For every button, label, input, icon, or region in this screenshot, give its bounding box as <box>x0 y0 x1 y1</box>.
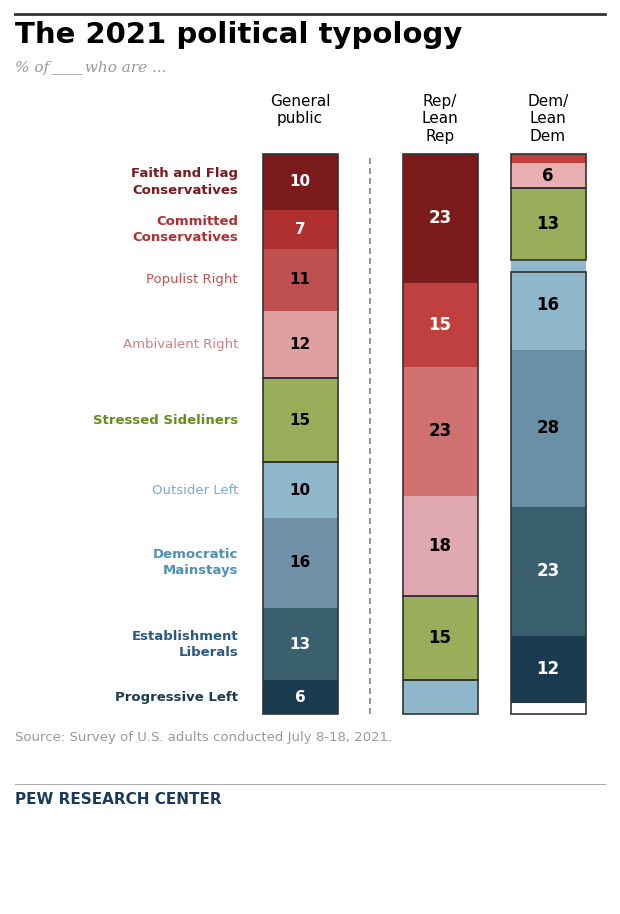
Bar <box>510 271 585 714</box>
Bar <box>402 282 477 367</box>
Text: 16: 16 <box>290 556 311 570</box>
Bar <box>510 187 585 260</box>
Text: Committed
Conservatives: Committed Conservatives <box>132 215 238 244</box>
Bar <box>402 597 477 680</box>
Bar <box>510 154 585 187</box>
Text: ____: ____ <box>52 61 82 75</box>
Bar <box>402 154 477 597</box>
Text: Outsider Left: Outsider Left <box>152 484 238 496</box>
Text: PEW RESEARCH CENTER: PEW RESEARCH CENTER <box>15 792 221 807</box>
Bar <box>262 250 337 311</box>
Text: Ambivalent Right: Ambivalent Right <box>123 338 238 351</box>
Text: Progressive Left: Progressive Left <box>115 691 238 704</box>
Text: 12: 12 <box>290 337 311 352</box>
Text: Populist Right: Populist Right <box>146 273 238 286</box>
Text: 10: 10 <box>290 175 311 189</box>
Text: 23: 23 <box>428 422 451 441</box>
Text: 16: 16 <box>536 296 559 314</box>
Text: Dem/
Lean
Dem: Dem/ Lean Dem <box>528 94 569 143</box>
Text: 13: 13 <box>290 636 311 652</box>
Text: 6: 6 <box>542 166 554 185</box>
Bar <box>510 506 585 635</box>
Text: 15: 15 <box>428 316 451 334</box>
Text: 12: 12 <box>536 660 560 678</box>
Bar <box>262 154 337 378</box>
Text: Stressed Sideliners: Stressed Sideliners <box>93 413 238 427</box>
Bar <box>402 680 477 714</box>
Text: 18: 18 <box>428 537 451 555</box>
Bar <box>262 311 337 378</box>
Bar <box>262 210 337 250</box>
Text: Establishment
Liberals: Establishment Liberals <box>131 630 238 658</box>
Bar <box>262 378 337 462</box>
Bar <box>262 462 337 518</box>
Bar <box>262 154 337 210</box>
Bar <box>402 367 477 495</box>
Text: 28: 28 <box>536 420 560 438</box>
Bar <box>402 154 477 282</box>
Text: 15: 15 <box>290 412 311 428</box>
Bar <box>262 378 337 462</box>
Text: 23: 23 <box>536 562 560 580</box>
Text: 13: 13 <box>536 215 560 233</box>
Bar <box>262 518 337 608</box>
Text: The 2021 political typology: The 2021 political typology <box>15 21 463 49</box>
Text: who are ...: who are ... <box>80 61 167 75</box>
Text: % of: % of <box>15 61 54 75</box>
Text: 10: 10 <box>290 483 311 497</box>
Bar <box>510 154 585 164</box>
Bar <box>402 495 477 597</box>
Bar <box>510 260 585 350</box>
Text: 7: 7 <box>294 222 305 237</box>
Text: 11: 11 <box>290 272 311 288</box>
Bar <box>510 635 585 703</box>
Bar <box>402 597 477 680</box>
Text: 23: 23 <box>428 209 451 228</box>
Text: Faith and Flag
Conservatives: Faith and Flag Conservatives <box>131 167 238 197</box>
Text: 6: 6 <box>294 690 306 705</box>
Bar <box>510 350 585 506</box>
Text: Source: Survey of U.S. adults conducted July 8-18, 2021.: Source: Survey of U.S. adults conducted … <box>15 731 392 744</box>
Bar <box>510 187 585 260</box>
Text: 15: 15 <box>428 630 451 647</box>
Text: Democratic
Mainstays: Democratic Mainstays <box>153 548 238 578</box>
Bar <box>262 680 337 714</box>
Bar <box>402 680 477 714</box>
Bar <box>262 462 337 714</box>
Text: General
public: General public <box>270 94 330 126</box>
Text: Rep/
Lean
Rep: Rep/ Lean Rep <box>422 94 458 143</box>
Bar <box>262 608 337 680</box>
Bar <box>510 164 585 187</box>
